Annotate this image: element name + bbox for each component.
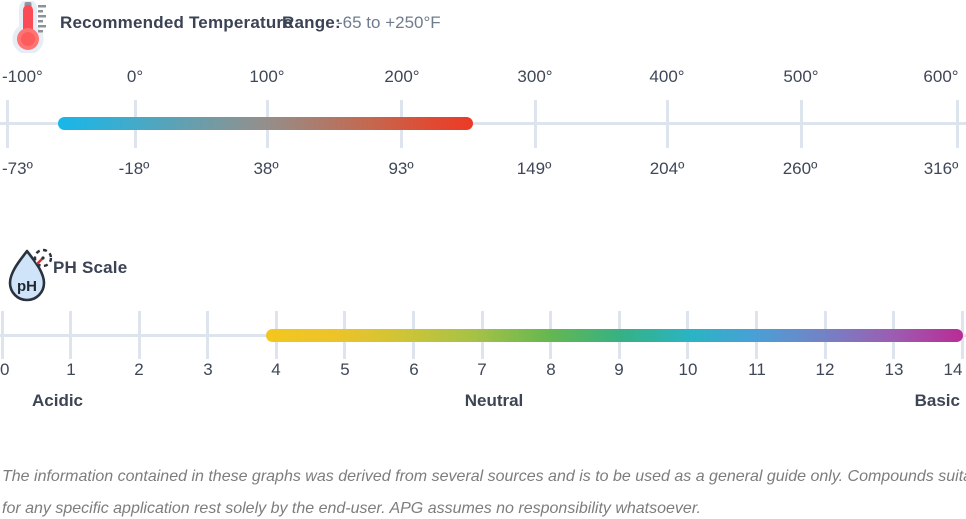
ph-droplet-icon: pH [8, 248, 53, 302]
temperature-tick [534, 100, 537, 148]
ph-tick [69, 311, 72, 359]
fahrenheit-label: 400° [649, 67, 685, 86]
ph-icon-text: pH [17, 278, 37, 295]
celsius-label: 93º [388, 159, 414, 178]
ph-tick-label: 14 [943, 360, 963, 379]
gauge-icon [33, 248, 53, 268]
celsius-label: 316º [923, 159, 959, 178]
ph-tick [138, 311, 141, 359]
ph-tick-label: 3 [203, 360, 213, 379]
disclaimer-line: for any specific application rest solely… [2, 500, 701, 517]
temperature-title: Recommended Temperature [60, 13, 293, 32]
celsius-label: 260º [782, 159, 818, 178]
ph-tick [1, 311, 4, 359]
temperature-tick [800, 100, 803, 148]
fahrenheit-label: 300° [517, 67, 553, 86]
ph-tick-label: 10 [678, 360, 698, 379]
temperature-tick [956, 100, 959, 148]
ph-tick [206, 311, 209, 359]
thermometer-scale-marks [38, 5, 46, 33]
ph-tick-label: 4 [271, 360, 281, 379]
ph-tick-label: 13 [884, 360, 904, 379]
fahrenheit-label: 200° [384, 67, 420, 86]
temperature-range-label: Range: [282, 13, 341, 32]
ph-tick-label: 12 [815, 360, 835, 379]
celsius-label: -73º [2, 159, 33, 178]
thermometer-icon [12, 1, 46, 53]
temperature-axis-line [0, 122, 966, 125]
celsius-label: -18º [118, 159, 150, 178]
ph-tick-label: 0 [0, 360, 10, 379]
fahrenheit-label: 500° [783, 67, 819, 86]
ph-title: PH Scale [53, 258, 128, 277]
fahrenheit-label: 100° [249, 67, 285, 86]
fahrenheit-label: -100° [2, 67, 43, 86]
disclaimer-line: The information contained in these graph… [2, 468, 966, 485]
ph-tick-label: 6 [409, 360, 419, 379]
ph-tick-label: 8 [546, 360, 556, 379]
zone-label-basic: Basic [914, 391, 960, 410]
zone-label-neutral: Neutral [464, 391, 524, 410]
disclaimer: The information contained in these graph… [2, 461, 966, 519]
ph-tick-label: 5 [340, 360, 350, 379]
celsius-label: 149º [516, 159, 552, 178]
celsius-label: 38º [253, 159, 279, 178]
ph-tick-label: 11 [748, 360, 766, 379]
ph-tick-label: 9 [614, 360, 624, 379]
celsius-label: 204º [649, 159, 685, 178]
fahrenheit-label: 600° [923, 67, 959, 86]
ph-tick-label: 7 [477, 360, 487, 379]
temperature-range-value: -65 to +250°F [337, 13, 441, 32]
fahrenheit-label: 0° [126, 67, 144, 86]
ph-tick-label: 1 [66, 360, 76, 379]
temperature-tick [6, 100, 9, 148]
temperature-tick [666, 100, 669, 148]
ph-tick-label: 2 [134, 360, 144, 379]
temperature-range-bar [58, 117, 473, 130]
ph-range-bar [266, 329, 963, 342]
zone-label-acidic: Acidic [32, 391, 84, 410]
